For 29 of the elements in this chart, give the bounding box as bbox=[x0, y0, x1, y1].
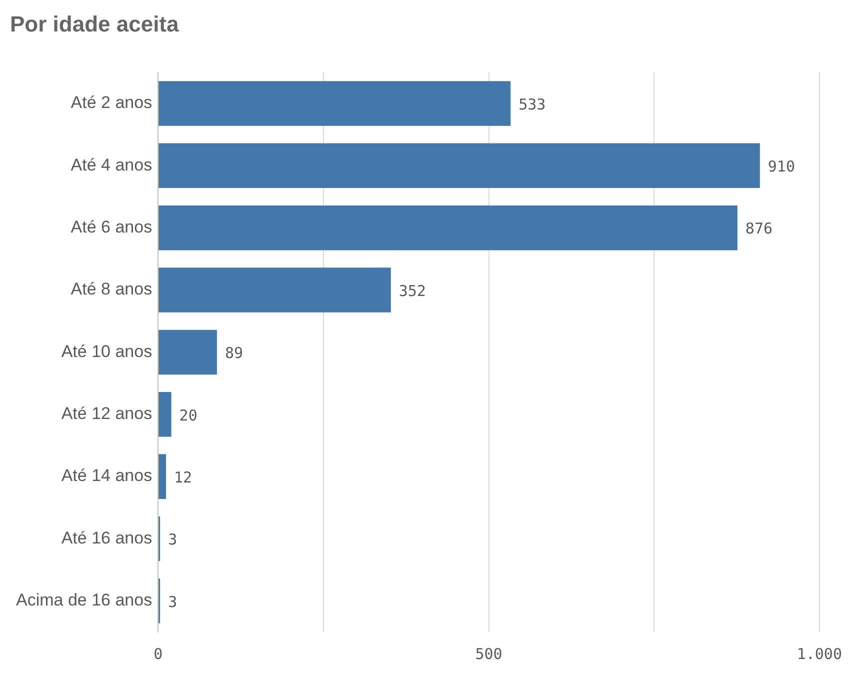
y-tick-label: Acima de 16 anos bbox=[16, 590, 152, 610]
bar bbox=[158, 392, 172, 437]
bar bbox=[158, 330, 217, 375]
bar bbox=[158, 454, 166, 499]
y-tick-label: Até 6 anos bbox=[70, 218, 152, 237]
data-label: 20 bbox=[179, 406, 198, 424]
data-label: 352 bbox=[398, 282, 426, 300]
data-label: 533 bbox=[518, 95, 546, 114]
data-label: 3 bbox=[168, 530, 178, 549]
bar bbox=[158, 143, 760, 188]
y-tick-label: Até 10 anos bbox=[61, 342, 152, 361]
data-label: 876 bbox=[745, 220, 773, 238]
y-tick-label: Até 16 anos bbox=[61, 528, 152, 548]
data-label: 3 bbox=[168, 592, 178, 611]
data-label: 89 bbox=[224, 344, 244, 362]
y-tick-label: Até 4 anos bbox=[70, 155, 152, 174]
y-tick-label: Até 12 anos bbox=[61, 404, 152, 424]
x-tick-label: 0 bbox=[154, 644, 163, 663]
y-tick-label: Até 14 anos bbox=[61, 466, 152, 486]
y-tick-label: Até 2 anos bbox=[70, 93, 152, 112]
data-label: 12 bbox=[174, 468, 192, 486]
bar bbox=[158, 205, 738, 250]
x-tick-label: 1.000 bbox=[796, 644, 842, 663]
x-tick-label: 500 bbox=[475, 644, 502, 663]
y-tick-label: Até 8 anos bbox=[70, 280, 152, 299]
data-label: 910 bbox=[768, 158, 795, 176]
bar bbox=[158, 268, 391, 312]
bar bbox=[158, 81, 511, 126]
chart-title: Por idade aceita bbox=[10, 11, 180, 36]
